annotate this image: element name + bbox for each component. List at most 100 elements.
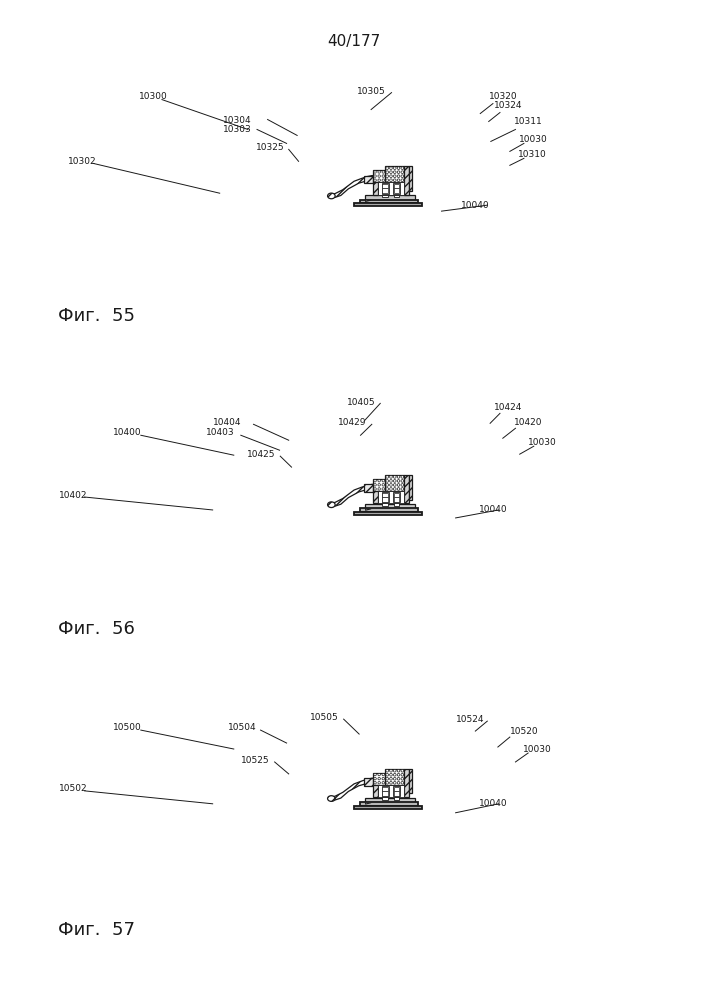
Text: 10325: 10325 <box>257 143 285 152</box>
Circle shape <box>397 480 400 482</box>
Circle shape <box>378 175 380 177</box>
Text: 10404: 10404 <box>213 418 241 427</box>
Circle shape <box>382 773 385 776</box>
Text: 10030: 10030 <box>522 745 551 754</box>
Bar <box>393 492 400 502</box>
Text: 10040: 10040 <box>479 799 508 808</box>
Bar <box>393 183 400 194</box>
Circle shape <box>378 484 380 486</box>
Circle shape <box>386 171 389 173</box>
Circle shape <box>390 777 392 780</box>
Circle shape <box>386 781 389 784</box>
Circle shape <box>397 179 400 182</box>
Circle shape <box>393 769 396 772</box>
Bar <box>354 806 422 809</box>
Bar <box>378 182 404 195</box>
Bar <box>382 492 389 502</box>
Text: 10403: 10403 <box>206 428 234 437</box>
Text: Фиг.  56: Фиг. 56 <box>58 620 134 638</box>
Circle shape <box>401 167 404 169</box>
Circle shape <box>390 488 392 490</box>
Circle shape <box>393 179 396 182</box>
Text: 10302: 10302 <box>69 157 97 166</box>
Circle shape <box>390 476 392 478</box>
Text: 10402: 10402 <box>59 491 88 500</box>
Circle shape <box>393 171 396 173</box>
Circle shape <box>378 488 380 490</box>
Circle shape <box>390 179 392 182</box>
Text: 10500: 10500 <box>112 723 141 732</box>
Bar <box>382 195 388 197</box>
Circle shape <box>397 484 400 486</box>
Bar <box>373 785 378 797</box>
Text: 10324: 10324 <box>494 101 523 110</box>
Bar <box>382 497 388 502</box>
Circle shape <box>386 179 389 182</box>
Bar <box>366 195 414 200</box>
Circle shape <box>401 484 404 486</box>
Circle shape <box>386 175 389 177</box>
Circle shape <box>397 175 400 177</box>
Circle shape <box>390 480 392 482</box>
Circle shape <box>401 773 404 776</box>
Bar <box>394 184 399 188</box>
Bar <box>394 493 399 497</box>
Circle shape <box>382 175 385 177</box>
Circle shape <box>390 175 392 177</box>
Text: 10429: 10429 <box>338 418 366 427</box>
Text: 10311: 10311 <box>514 117 543 126</box>
Circle shape <box>374 488 376 490</box>
Ellipse shape <box>327 193 335 199</box>
Text: 10320: 10320 <box>489 92 518 101</box>
Bar <box>382 188 388 193</box>
Text: 10420: 10420 <box>514 418 542 427</box>
Bar <box>363 484 373 492</box>
Bar <box>354 512 422 515</box>
Bar <box>394 787 399 791</box>
Bar <box>394 188 399 193</box>
Circle shape <box>390 171 392 173</box>
Bar <box>409 475 411 500</box>
Bar <box>354 203 422 206</box>
Circle shape <box>390 773 392 776</box>
Circle shape <box>393 781 396 784</box>
Text: 10504: 10504 <box>228 723 257 732</box>
Circle shape <box>401 769 404 772</box>
Circle shape <box>382 171 385 173</box>
Circle shape <box>393 488 396 490</box>
Bar <box>382 786 389 796</box>
Bar <box>373 170 385 182</box>
Polygon shape <box>366 803 371 804</box>
Circle shape <box>390 781 392 784</box>
Circle shape <box>393 476 396 478</box>
Circle shape <box>382 484 385 486</box>
Text: 10030: 10030 <box>519 135 548 144</box>
Circle shape <box>397 167 400 169</box>
Circle shape <box>374 480 376 482</box>
Bar <box>409 166 411 191</box>
Text: 10502: 10502 <box>59 784 88 793</box>
Bar <box>378 785 404 797</box>
Bar <box>394 791 399 796</box>
Polygon shape <box>366 509 371 510</box>
Circle shape <box>382 480 385 482</box>
Bar <box>366 504 414 509</box>
Circle shape <box>401 488 404 490</box>
Bar <box>385 769 404 785</box>
Text: 10300: 10300 <box>139 92 168 101</box>
Bar <box>394 497 399 502</box>
Bar <box>373 773 385 785</box>
Bar <box>409 769 411 793</box>
Circle shape <box>401 777 404 780</box>
Circle shape <box>397 476 400 478</box>
Text: 10405: 10405 <box>346 398 375 407</box>
Text: 10400: 10400 <box>112 428 141 437</box>
Bar <box>382 791 388 796</box>
Circle shape <box>386 480 389 482</box>
Bar <box>393 786 400 796</box>
Bar <box>382 184 388 188</box>
Bar <box>394 503 399 506</box>
Circle shape <box>374 171 376 173</box>
Circle shape <box>386 167 389 169</box>
Circle shape <box>393 175 396 177</box>
